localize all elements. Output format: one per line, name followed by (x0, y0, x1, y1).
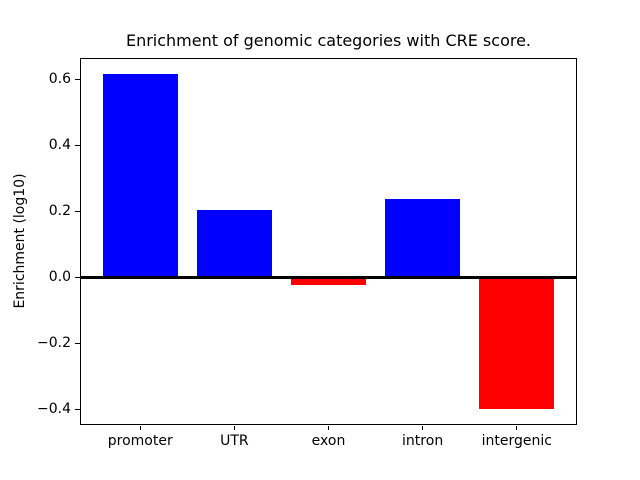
plot-area (80, 58, 577, 425)
x-tick-mark (422, 426, 424, 430)
y-axis-label: Enrichment (log10) (12, 173, 28, 309)
x-tick-label: intergenic (481, 433, 552, 449)
y-tick-mark (75, 210, 80, 212)
x-tick-mark (233, 426, 235, 430)
y-tick-label: 0.6 (48, 71, 71, 88)
bar-intron (384, 198, 461, 278)
x-tick-label: intron (402, 433, 444, 449)
y-tick-label: −0.2 (37, 335, 71, 352)
y-tick-label: 0.2 (48, 203, 71, 220)
x-tick-label: UTR (220, 433, 249, 449)
y-tick-label: 0.4 (48, 137, 71, 154)
x-tick-mark (327, 426, 330, 430)
zero-baseline (80, 275, 577, 279)
bar-intergenic (479, 277, 555, 410)
chart-title: Enrichment of genomic categories with CR… (125, 31, 532, 50)
y-tick-label: −0.4 (37, 401, 71, 418)
y-tick-mark (75, 342, 80, 344)
bar-UTR (196, 209, 273, 278)
y-tick-mark (75, 144, 80, 146)
x-tick-mark (516, 426, 518, 430)
x-tick-label: promoter (107, 433, 173, 449)
x-tick-label: exon (311, 433, 346, 449)
y-tick-mark (75, 78, 80, 80)
y-tick-label: 0.0 (48, 269, 71, 286)
bar-exon (290, 277, 367, 286)
y-tick-mark (75, 276, 80, 278)
x-tick-mark (139, 426, 141, 430)
y-tick-mark (75, 408, 80, 410)
bar-promoter (102, 74, 178, 278)
